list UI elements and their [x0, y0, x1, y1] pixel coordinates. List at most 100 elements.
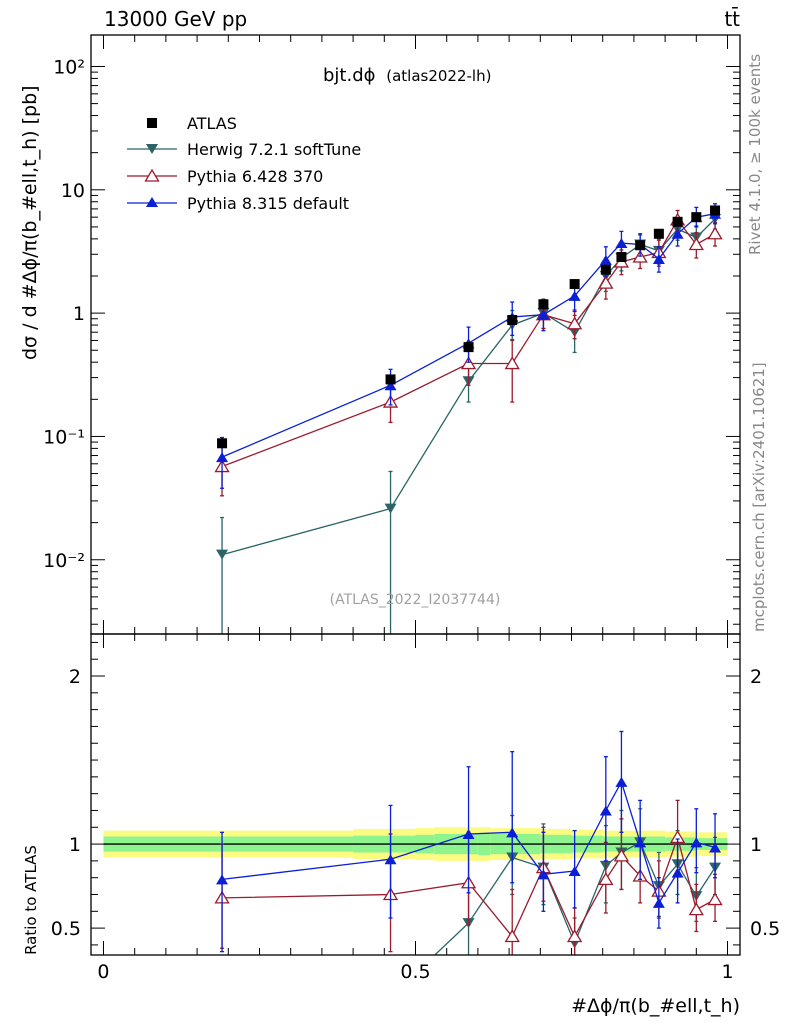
main-series-atlas	[217, 205, 721, 449]
ratio-xtick-label: 1	[721, 961, 733, 983]
main-point-pythia-8-315-default	[216, 452, 229, 463]
ratio-point-herwig-7-2-1-softtune	[385, 992, 397, 1002]
ratio-ytick-label-left: 1	[69, 834, 81, 856]
main-ytick-label: 10⁻¹	[43, 426, 85, 448]
main-point-atlas	[569, 279, 580, 290]
xlabel: #Δϕ/π(b_#ell,t_h)	[571, 995, 740, 1017]
ratio-series-pythia-8-315-default	[216, 730, 722, 953]
main-point-atlas	[538, 299, 549, 310]
main-point-pythia-6-428-370	[707, 226, 723, 240]
ratio-point-pythia-8-315-default	[615, 776, 628, 787]
legend-item-pythia6: Pythia 6.428 370	[127, 167, 323, 186]
ratio-ytick-label-right: 0.5	[750, 918, 780, 940]
main-point-pythia-6-428-370	[566, 316, 583, 330]
ratio-point-pythia-6-428-370	[504, 929, 520, 943]
ratio-point-pythia-8-315-default	[634, 837, 647, 848]
legend: ATLAS Herwig 7.2.1 softTune Pythia 6.428…	[127, 114, 361, 213]
ratio-panel: 0.5 0.5 1 1 2 2 0 0.5 1	[51, 633, 780, 1002]
ratio-frame	[90, 633, 741, 956]
main-point-herwig-7-2-1-softtune	[216, 549, 229, 560]
ratio-xtick-label: 0	[97, 961, 109, 983]
main-point-atlas	[635, 240, 646, 251]
ratio-point-pythia-8-315-default	[599, 805, 612, 816]
main-ylabel-text: dσ / d #Δϕ/π(b_#ell,t_h) [pb]	[19, 85, 41, 360]
side-label-mcplots: mcplots.cern.ch [arXiv:2401.10621]	[750, 362, 768, 632]
ratio-point-pythia-6-428-370	[707, 892, 723, 906]
main-point-pythia-6-428-370	[598, 275, 614, 289]
chart-title-sub: (atlas2022-lh)	[386, 67, 491, 85]
ratio-series-layer	[214, 730, 723, 1002]
ratio-ytick-label-right: 1	[750, 834, 762, 856]
main-point-pythia-8-315-default	[671, 228, 684, 239]
header-right: tt̄	[724, 6, 740, 31]
main-point-pythia-6-428-370	[504, 356, 520, 370]
ratio-axes-layer: 0.5 0.5 1 1 2 2 0 0.5 1	[51, 633, 780, 983]
legend-marker-pythia6	[144, 168, 160, 182]
main-panel: 10⁻² 10⁻¹ 1 10 10² bjt.dϕ (atlas2022-lh) (AT…	[43, 34, 741, 635]
ratio-point-pythia-6-428-370	[566, 929, 583, 943]
main-point-atlas	[463, 342, 474, 353]
ratio-point-pythia-8-315-default	[216, 874, 229, 885]
legend-item-atlas: ATLAS	[147, 114, 237, 133]
ratio-ytick-label-left: 2	[69, 666, 81, 688]
main-point-atlas	[217, 438, 228, 449]
main-ytick-label: 10	[61, 180, 85, 202]
legend-item-pythia8: Pythia 8.315 default	[127, 194, 349, 213]
ratio-point-pythia-8-315-default	[652, 897, 665, 908]
main-series-layer	[214, 203, 723, 634]
side-label-rivet: Rivet 4.1.0, ≥ 100k events	[746, 54, 764, 255]
main-point-atlas	[616, 252, 627, 263]
ratio-point-pythia-6-428-370	[688, 902, 704, 916]
ratio-point-pythia-8-315-default	[671, 867, 684, 878]
ratio-point-pythia-8-315-default	[506, 827, 519, 838]
main-point-pythia-8-315-default	[615, 238, 628, 249]
ratio-xtick-label: 0.5	[400, 961, 430, 983]
ratio-point-pythia-8-315-default	[537, 869, 550, 880]
main-ytick-label: 10⁻²	[43, 550, 85, 572]
legend-item-herwig: Herwig 7.2.1 softTune	[127, 140, 361, 159]
ratio-ytick-label-right: 2	[750, 666, 762, 688]
ratio-point-pythia-8-315-default	[462, 828, 475, 839]
ratio-ytick-label-left: 0.5	[51, 918, 81, 940]
ratio-point-herwig-7-2-1-softtune	[216, 985, 228, 995]
main-point-pythia-6-428-370	[688, 237, 704, 251]
main-point-atlas	[653, 228, 664, 239]
main-point-atlas	[507, 314, 518, 325]
ratio-point-pythia-8-315-default	[690, 837, 703, 848]
main-ylabel: dσ / d #Δϕ/π(b_#ell,t_h) [pb]	[19, 85, 41, 360]
ratio-point-pythia-8-315-default	[384, 854, 397, 865]
analysis-watermark: (ATLAS_2022_I2037744)	[330, 592, 501, 608]
ratio-ylabel: Ratio to ATLAS	[22, 845, 40, 955]
main-point-atlas	[672, 216, 683, 227]
main-point-pythia-8-315-default	[537, 309, 550, 320]
ratio-point-pythia-8-315-default	[568, 865, 581, 876]
legend-label-pythia8: Pythia 8.315 default	[187, 194, 349, 213]
main-point-pythia-8-315-default	[652, 253, 665, 264]
chart-title: bjt.dϕ (atlas2022-lh)	[323, 65, 491, 86]
main-point-pythia-6-428-370	[460, 356, 477, 370]
ratio-point-pythia-6-428-370	[613, 848, 630, 862]
main-point-atlas	[600, 264, 611, 275]
main-point-atlas	[691, 212, 702, 223]
ratio-point-pythia-8-315-default	[709, 842, 722, 853]
legend-marker-atlas	[147, 118, 157, 128]
legend-label-atlas: ATLAS	[187, 114, 237, 133]
legend-label-herwig: Herwig 7.2.1 softTune	[187, 140, 361, 159]
main-ytick-label: 10²	[53, 56, 85, 78]
main-point-pythia-8-315-default	[599, 254, 612, 265]
legend-marker-pythia8	[146, 197, 158, 207]
header-left: 13000 GeV pp	[104, 7, 247, 31]
main-point-pythia-8-315-default	[568, 290, 581, 301]
main-axes-layer: 10⁻² 10⁻¹ 1 10 10²	[43, 34, 741, 635]
main-point-herwig-7-2-1-softtune	[384, 503, 397, 514]
ratio-uncertainty-band	[103, 827, 728, 861]
main-point-atlas	[385, 374, 396, 385]
main-point-pythia-8-315-default	[384, 380, 397, 391]
main-point-atlas	[710, 205, 721, 216]
ratio-point-pythia-6-428-370	[598, 872, 614, 886]
legend-label-pythia6: Pythia 6.428 370	[187, 167, 323, 186]
main-ytick-label: 1	[73, 303, 85, 325]
xlabel-text: #Δϕ/π(b_#ell,t_h)	[571, 995, 740, 1017]
chart-title-main: bjt.dϕ	[323, 65, 376, 86]
